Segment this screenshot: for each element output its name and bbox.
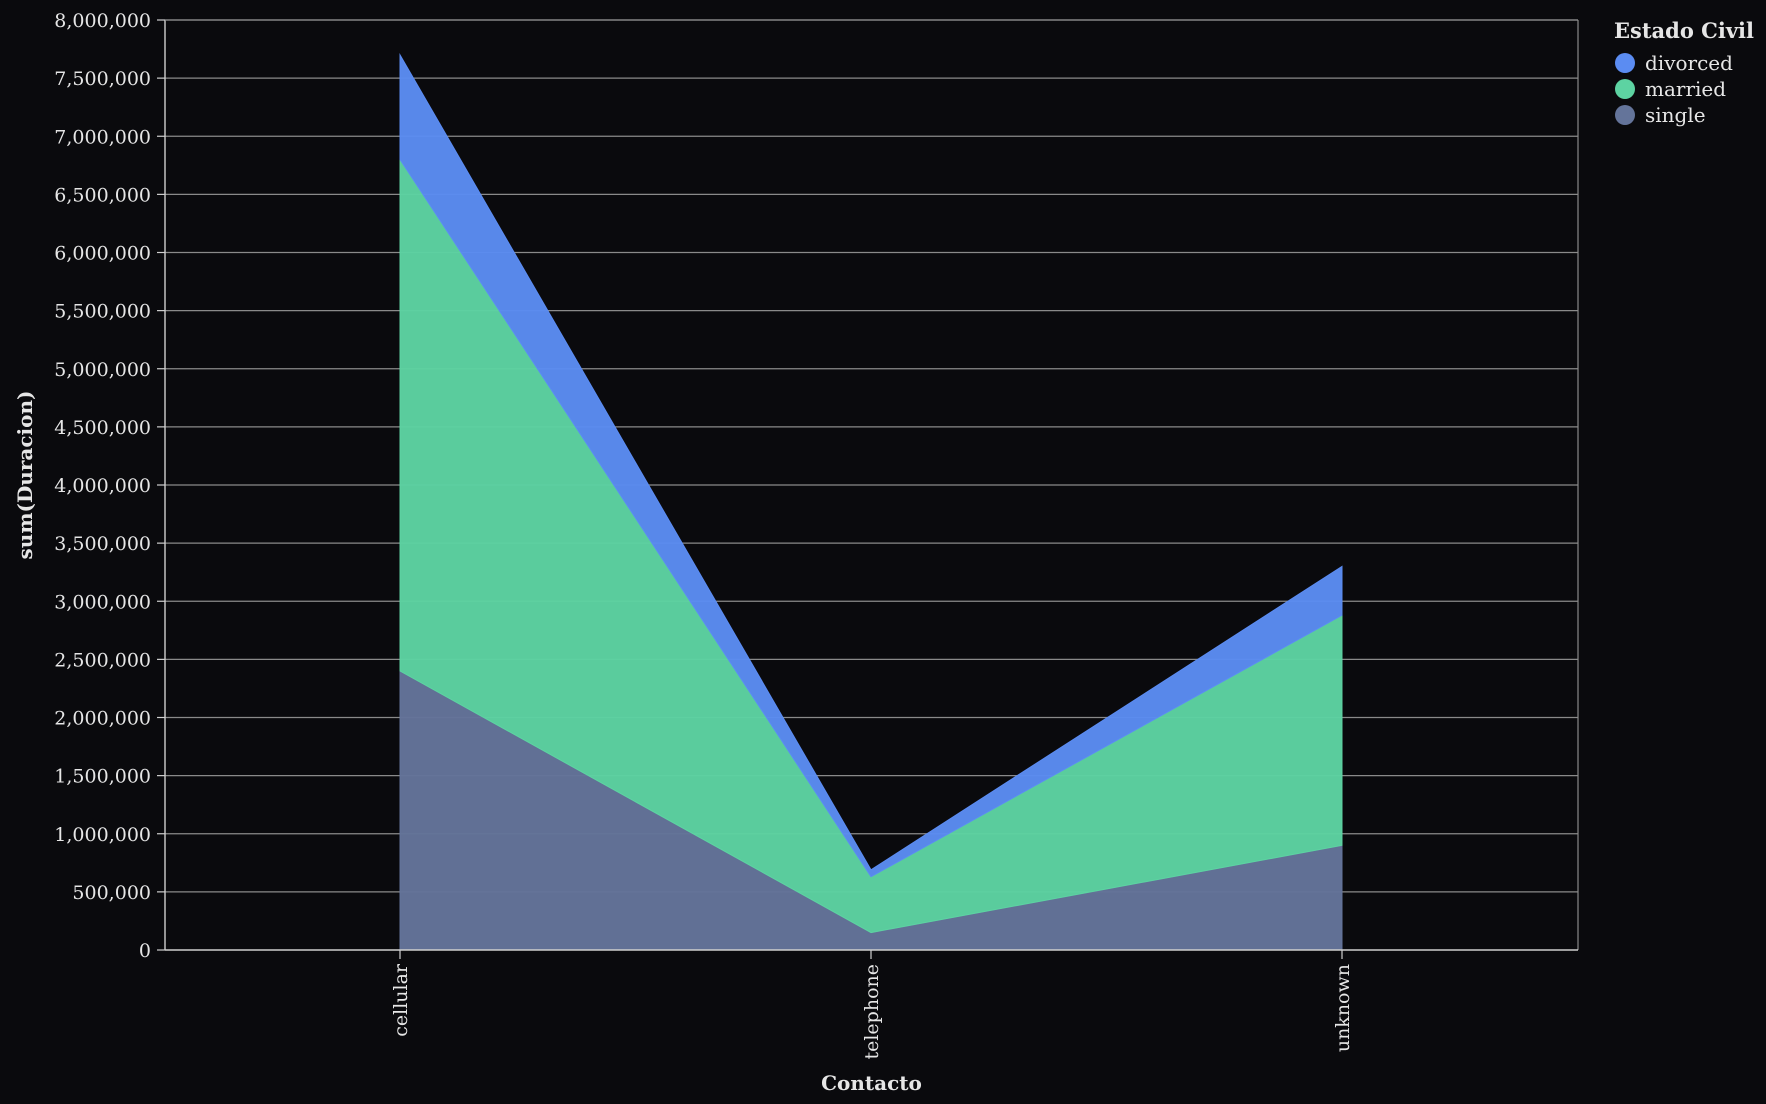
y-tick-label: 5,000,000 <box>54 359 151 381</box>
x-tick-label: cellular <box>390 963 412 1037</box>
y-tick-label: 6,500,000 <box>54 184 151 206</box>
y-tick-label: 7,000,000 <box>54 126 151 148</box>
x-tick-label: unknown <box>1332 964 1354 1052</box>
legend-swatch-single <box>1615 105 1635 125</box>
y-tick-label: 0 <box>139 940 151 962</box>
y-tick-label: 3,000,000 <box>54 591 151 613</box>
y-axis-title: sum(Duracion) <box>13 391 37 560</box>
legend-label-married: married <box>1645 77 1726 101</box>
legend-title: Estado Civil <box>1614 18 1754 43</box>
y-tick-label: 4,000,000 <box>54 475 151 497</box>
x-axis-ticks: cellular telephone unknown <box>390 950 1354 1060</box>
y-tick-label: 1,000,000 <box>54 824 151 846</box>
y-tick-label: 8,000,000 <box>54 10 151 32</box>
y-tick-label: 2,500,000 <box>54 649 151 671</box>
y-tick-label: 7,500,000 <box>54 68 151 90</box>
y-tick-label: 500,000 <box>72 882 151 904</box>
y-tick-label: 3,500,000 <box>54 533 151 555</box>
y-axis-ticks: 0 500,000 1,000,000 1,500,000 2,000,000 2,500… <box>54 10 165 962</box>
y-tick-label: 6,000,000 <box>54 243 151 265</box>
x-axis-title: Contacto <box>821 1071 922 1095</box>
legend-label-single: single <box>1645 103 1706 127</box>
x-tick-label: telephone <box>861 964 883 1060</box>
y-tick-label: 5,500,000 <box>54 301 151 323</box>
y-tick-label: 2,000,000 <box>54 708 151 730</box>
area-divorced <box>399 53 1343 878</box>
legend-swatch-divorced <box>1615 53 1635 73</box>
legend-label-divorced: divorced <box>1645 51 1733 75</box>
y-tick-label: 4,500,000 <box>54 417 151 439</box>
legend-swatch-married <box>1615 79 1635 99</box>
y-tick-label: 1,500,000 <box>54 766 151 788</box>
